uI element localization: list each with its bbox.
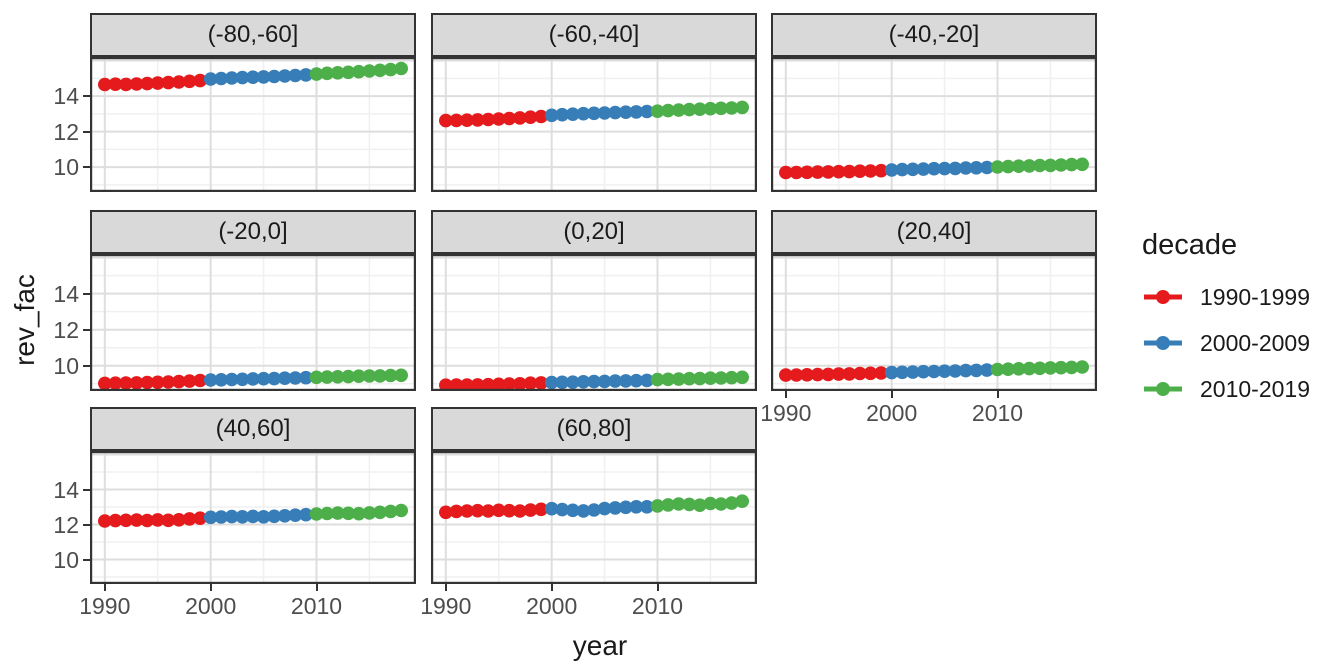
legend-item-label: 1990-1999 — [1200, 284, 1310, 310]
x-tick-mark — [444, 584, 447, 591]
facet-plot-area — [90, 451, 416, 584]
x-tick-label: 1990 — [420, 593, 472, 619]
facet-strip-label: (60,80] — [431, 407, 757, 451]
x-tick-mark — [209, 584, 212, 591]
legend-item: 2000-2009 — [1142, 328, 1310, 358]
facet-plot-area — [90, 254, 416, 391]
y-axis-title: rev_fac — [9, 274, 40, 366]
x-tick-mark — [550, 584, 553, 591]
y-tick-label: 10 — [53, 352, 79, 379]
y-tick-mark — [83, 558, 90, 561]
facet-plot-area — [431, 57, 757, 192]
facet-strip-label: (-40,-20] — [771, 13, 1097, 57]
legend-item-label: 2010-2019 — [1200, 376, 1310, 402]
x-tick-label: 2010 — [290, 593, 343, 619]
x-tick-mark — [996, 391, 999, 398]
x-tick-mark — [784, 391, 787, 398]
y-tick-label: 12 — [53, 118, 79, 145]
facet-strip-label: (-80,-60] — [90, 13, 416, 57]
y-tick-mark — [83, 364, 90, 367]
x-tick-label: 1990 — [79, 593, 131, 619]
y-tick-mark — [83, 292, 90, 295]
x-tick-mark — [656, 584, 659, 591]
y-axis-row-2: 10 12 14 — [0, 254, 90, 391]
y-tick-mark — [83, 166, 90, 169]
y-tick-mark — [83, 95, 90, 98]
x-tick-label: 2010 — [971, 400, 1024, 426]
facet-plot-area — [431, 254, 757, 391]
facet-plot-area — [431, 451, 757, 584]
facet-strip-label: (-20,0] — [90, 210, 416, 254]
legend-item: 1990-1999 — [1142, 282, 1310, 312]
y-tick-mark — [83, 488, 90, 491]
legend-key-line-point-icon — [1144, 290, 1182, 304]
y-tick-label: 10 — [53, 154, 79, 181]
y-tick-label: 12 — [53, 316, 79, 343]
x-tick-label: 2000 — [185, 593, 237, 619]
x-tick-label: 2010 — [631, 593, 684, 619]
x-axis-col-2: 1990 2000 2010 — [420, 584, 757, 619]
y-tick-mark — [83, 130, 90, 133]
facet-plot-area — [90, 57, 416, 192]
x-axis-col-3: 1990 2000 2010 — [760, 391, 1097, 426]
y-axis-row-3: 10 12 14 — [0, 451, 90, 584]
y-tick-mark — [83, 523, 90, 526]
y-tick-label: 14 — [53, 280, 79, 307]
facet-strip-label: (20,40] — [771, 210, 1097, 254]
x-tick-mark — [890, 391, 893, 398]
facet-strip-label: (40,60] — [90, 407, 416, 451]
x-axis-title: year — [572, 630, 628, 661]
y-tick-label: 10 — [53, 546, 79, 573]
legend-item-label: 2000-2009 — [1200, 330, 1310, 356]
facet-plot-area — [771, 57, 1097, 192]
y-tick-mark — [83, 328, 90, 331]
x-tick-label: 2000 — [866, 400, 918, 426]
facet-plot-area — [771, 254, 1097, 391]
facet-strip-label: (-60,-40] — [431, 13, 757, 57]
y-axis-row-1: 10 12 14 — [0, 57, 90, 192]
legend-title: decade — [1142, 229, 1238, 261]
legend-key-line-point-icon — [1144, 336, 1182, 350]
x-tick-label: 1990 — [760, 400, 812, 426]
x-tick-mark — [103, 584, 106, 591]
x-tick-mark — [315, 584, 318, 591]
x-tick-label: 2000 — [526, 593, 578, 619]
y-tick-label: 14 — [53, 83, 79, 110]
legend-key-line-point-icon — [1144, 382, 1182, 396]
y-tick-label: 14 — [53, 476, 79, 503]
x-axis-col-1: 1990 2000 2010 — [79, 584, 416, 619]
y-tick-label: 12 — [53, 511, 79, 538]
facet-strip-label: (0,20] — [431, 210, 757, 254]
legend-item: 2010-2019 — [1142, 374, 1310, 404]
